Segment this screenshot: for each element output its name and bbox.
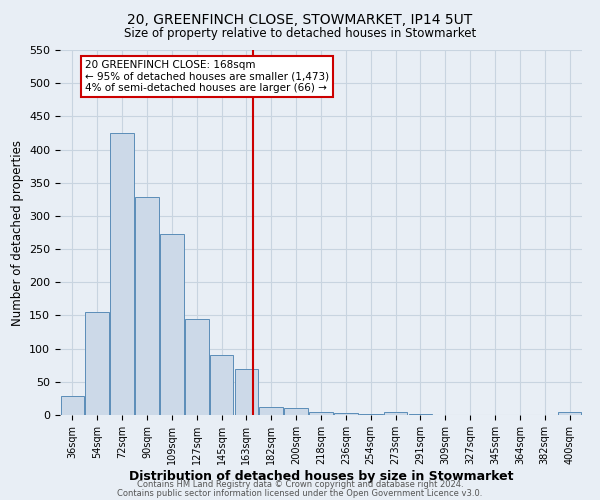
- Bar: [235, 369, 258, 415]
- Bar: [85, 312, 109, 415]
- X-axis label: Distribution of detached houses by size in Stowmarket: Distribution of detached houses by size …: [129, 470, 513, 482]
- Bar: [334, 413, 358, 415]
- Bar: [384, 412, 407, 415]
- Bar: [61, 396, 84, 415]
- Bar: [135, 198, 159, 415]
- Text: Contains public sector information licensed under the Open Government Licence v3: Contains public sector information licen…: [118, 489, 482, 498]
- Bar: [359, 414, 383, 415]
- Bar: [210, 354, 233, 415]
- Bar: [309, 412, 333, 415]
- Y-axis label: Number of detached properties: Number of detached properties: [11, 140, 23, 326]
- Text: 20, GREENFINCH CLOSE, STOWMARKET, IP14 5UT: 20, GREENFINCH CLOSE, STOWMARKET, IP14 5…: [127, 12, 473, 26]
- Text: 20 GREENFINCH CLOSE: 168sqm
← 95% of detached houses are smaller (1,473)
4% of s: 20 GREENFINCH CLOSE: 168sqm ← 95% of det…: [85, 60, 329, 93]
- Bar: [409, 414, 432, 415]
- Bar: [110, 133, 134, 415]
- Text: Contains HM Land Registry data © Crown copyright and database right 2024.: Contains HM Land Registry data © Crown c…: [137, 480, 463, 489]
- Bar: [284, 408, 308, 415]
- Bar: [185, 319, 209, 415]
- Bar: [558, 412, 581, 415]
- Bar: [160, 234, 184, 415]
- Text: Size of property relative to detached houses in Stowmarket: Size of property relative to detached ho…: [124, 28, 476, 40]
- Bar: [259, 407, 283, 415]
